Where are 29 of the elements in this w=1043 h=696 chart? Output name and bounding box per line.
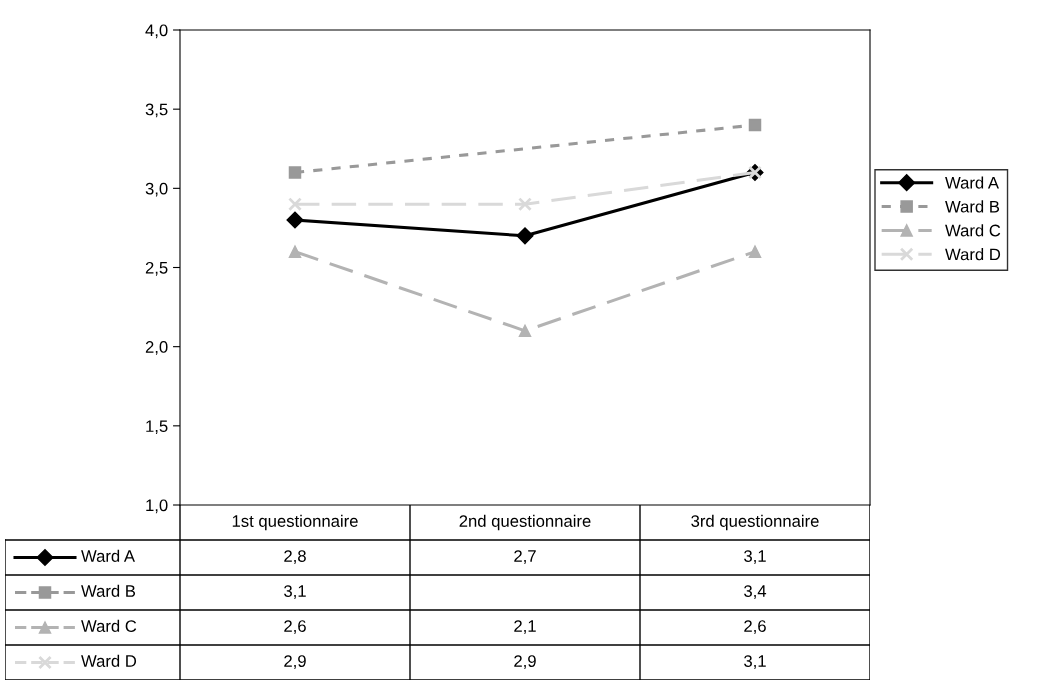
y-tick-label: 3,0 (145, 182, 168, 197)
legend-label: Ward B (945, 200, 1000, 213)
y-tick-label: 2,0 (145, 341, 168, 355)
x-tick-label: 1st questionnaire (232, 514, 358, 531)
x-tick-label: 3rd questionnaire (691, 514, 819, 531)
data-label: 2,6 (744, 620, 766, 634)
data-label: 2,8 (284, 550, 306, 564)
data-label: 3,1 (284, 585, 306, 599)
text: Ward A (81, 549, 135, 562)
data-label: 3,1 (744, 655, 766, 669)
y-tick-label: 1,0 (146, 499, 168, 514)
legend-label: Ward D (945, 248, 1001, 261)
data-label: 3,1 (744, 550, 766, 564)
legend-label: Ward C (945, 224, 1001, 237)
y-tick-label: 2,5 (145, 261, 168, 276)
y-tick-label: 4,0 (145, 24, 168, 39)
y-tick-label: 1,5 (146, 420, 168, 435)
x-tick-label: 2nd questionnaire (459, 514, 591, 531)
text: Ward C (81, 619, 137, 632)
text: Ward D (81, 654, 137, 667)
legend-label: Ward A (945, 176, 999, 189)
y-tick-label: 3,5 (145, 103, 168, 118)
data-label: 2,6 (284, 620, 306, 634)
data-label: 2,1 (514, 620, 536, 634)
data-label: 2,9 (284, 655, 306, 669)
data-label: 2,7 (514, 550, 536, 564)
text: Ward B (81, 584, 136, 597)
data-label: 3,4 (744, 585, 767, 599)
data-label: 2,9 (514, 655, 536, 669)
